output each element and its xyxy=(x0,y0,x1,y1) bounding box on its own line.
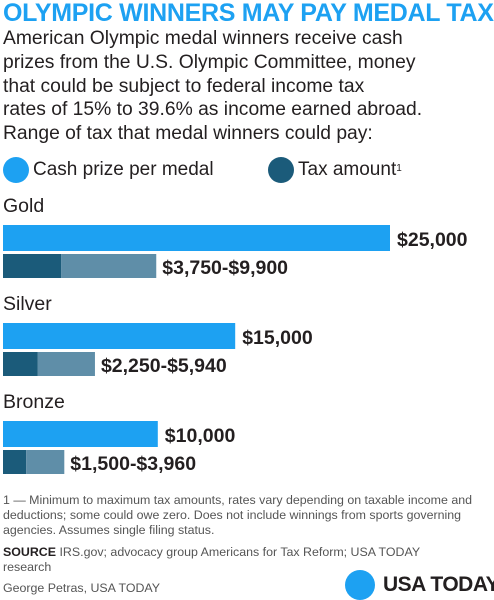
category-label-gold: Gold xyxy=(3,195,44,217)
legend: Cash prize per medal Tax amount1 xyxy=(0,156,494,186)
source-label: SOURCE xyxy=(3,545,57,559)
legend-swatch-cash xyxy=(3,157,29,183)
legend-label-cash: Cash prize per medal xyxy=(33,159,214,180)
cash-bar-gold xyxy=(3,225,390,251)
bar-chart: Gold $25,000 $3,750-$9,900 Silver $15,000 $2,… xyxy=(3,195,468,475)
intro-line: American Olympic medal winners receive c… xyxy=(3,28,403,49)
intro-line: Range of tax that medal winners could pa… xyxy=(3,123,373,145)
category-label-bronze: Bronze xyxy=(3,391,65,413)
cash-label-bronze: $10,000 xyxy=(165,425,236,447)
credit: George Petras, USA TODAY xyxy=(3,581,161,595)
tax-range-bar-gold xyxy=(61,254,157,278)
footnote: 1 — Minimum to maximum tax amounts, rate… xyxy=(3,493,472,537)
logo-dot-icon xyxy=(345,570,375,600)
tax-min-bar-gold xyxy=(3,254,62,278)
source-text: IRS.gov; advocacy group Americans for Ta… xyxy=(3,545,420,574)
tax-min-bar-bronze xyxy=(3,450,27,474)
cash-bar-silver xyxy=(3,323,236,349)
usa-today-logo: USA TODAY xyxy=(345,570,494,600)
tax-range-bar-bronze xyxy=(26,450,65,474)
tax-label-bronze: $1,500-$3,960 xyxy=(70,453,196,475)
logo-text: USA TODAY xyxy=(383,573,494,596)
cash-label-silver: $15,000 xyxy=(242,327,313,349)
tax-min-bar-silver xyxy=(3,352,38,376)
legend-label-tax-text: Tax amount xyxy=(298,159,397,180)
tax-label-gold: $3,750-$9,900 xyxy=(162,257,288,279)
legend-swatch-tax xyxy=(268,157,294,183)
category-label-silver: Silver xyxy=(3,293,52,315)
intro-text: American Olympic medal winners receive c… xyxy=(3,27,491,146)
intro-line: that could be subject to federal income … xyxy=(3,75,365,97)
intro-line: prizes from the U.S. Olympic Committee, … xyxy=(3,51,416,73)
cash-bar-bronze xyxy=(3,421,158,447)
intro-line: rates of 15% to 39.6% as income earned a… xyxy=(3,99,423,121)
legend-footnote-marker: 1 xyxy=(396,163,402,174)
chart-title: OLYMPIC WINNERS MAY PAY MEDAL TAX xyxy=(3,0,494,27)
tax-range-bar-silver xyxy=(37,352,95,376)
legend-label-tax: Tax amount1 xyxy=(298,158,402,182)
cash-label-gold: $25,000 xyxy=(397,229,468,251)
source-note: SOURCE IRS.gov; advocacy group Americans… xyxy=(3,545,443,575)
tax-label-silver: $2,250-$5,940 xyxy=(101,355,227,377)
